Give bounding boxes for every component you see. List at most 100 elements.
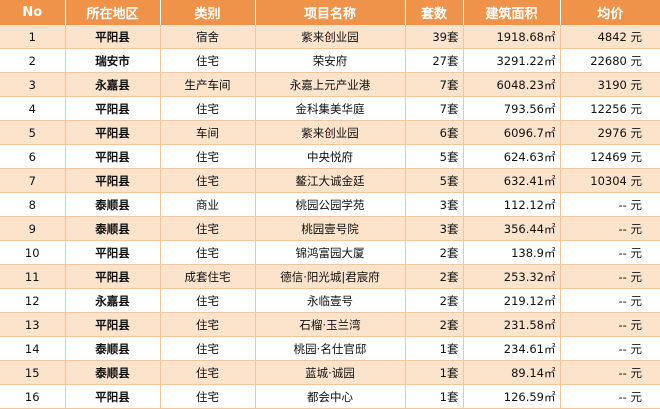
cell-area: 234.61㎡ bbox=[463, 336, 561, 362]
cell-price: -- 元 bbox=[560, 384, 660, 409]
cell-category: 住宅 bbox=[160, 168, 256, 194]
table-header: No 所在地区 类别 项目名称 套数 建筑面积 均价 bbox=[0, 0, 660, 25]
cell-price: -- 元 bbox=[560, 288, 660, 314]
cell-price: -- 元 bbox=[560, 216, 660, 242]
cell-area: 1918.68㎡ bbox=[463, 25, 561, 50]
table-body: 1 平阳县 宿舍 紫来创业园 39套 1918.68㎡ 4842 元 2 瑞安市 住宅 荣安府 27套… bbox=[0, 25, 660, 409]
cell-no: 9 bbox=[0, 216, 66, 242]
cell-project: 锦鸿富园大厦 bbox=[255, 240, 406, 266]
cell-project: 永临壹号 bbox=[255, 288, 406, 314]
cell-units: 1套 bbox=[405, 384, 464, 409]
cell-county: 平阳县 bbox=[65, 25, 161, 50]
table-row: 2 瑞安市 住宅 荣安府 27套 3291.22㎡ 22680 元 bbox=[0, 48, 660, 74]
cell-county: 平阳县 bbox=[65, 144, 161, 170]
cell-units: 5套 bbox=[405, 168, 464, 194]
cell-area: 219.12㎡ bbox=[463, 288, 561, 314]
cell-units: 27套 bbox=[405, 48, 464, 74]
cell-units: 2套 bbox=[405, 240, 464, 266]
cell-category: 住宅 bbox=[160, 96, 256, 122]
table-row: 11 平阳县 成套住宅 德信·阳光城|君宸府 2套 253.32㎡ -- 元 bbox=[0, 264, 660, 290]
cell-area: 793.56㎡ bbox=[463, 96, 561, 122]
cell-units: 2套 bbox=[405, 264, 464, 290]
cell-price: 12469 元 bbox=[560, 144, 660, 170]
table-row: 7 平阳县 住宅 鳌江大诚金廷 5套 632.41㎡ 10304 元 bbox=[0, 168, 660, 194]
cell-category: 车间 bbox=[160, 120, 256, 146]
table-row: 12 永嘉县 住宅 永临壹号 2套 219.12㎡ -- 元 bbox=[0, 288, 660, 314]
table-row: 3 永嘉县 生产车间 永嘉上元产业港 7套 6048.23㎡ 3190 元 bbox=[0, 72, 660, 98]
table-row: 10 平阳县 住宅 锦鸿富园大厦 2套 138.9㎡ -- 元 bbox=[0, 240, 660, 266]
cell-category: 住宅 bbox=[160, 48, 256, 74]
table-row: 4 平阳县 住宅 金科集美华庭 7套 793.56㎡ 12256 元 bbox=[0, 96, 660, 122]
cell-price: 10304 元 bbox=[560, 168, 660, 194]
cell-area: 3291.22㎡ bbox=[463, 48, 561, 74]
cell-units: 2套 bbox=[405, 288, 464, 314]
cell-no: 8 bbox=[0, 192, 66, 218]
cell-price: 12256 元 bbox=[560, 96, 660, 122]
cell-units: 7套 bbox=[405, 72, 464, 98]
cell-area: 6096.7㎡ bbox=[463, 120, 561, 146]
cell-no: 12 bbox=[0, 288, 66, 314]
table-row: 5 平阳县 车间 紫来创业园 6套 6096.7㎡ 2976 元 bbox=[0, 120, 660, 146]
cell-area: 126.59㎡ bbox=[463, 384, 561, 409]
cell-units: 2套 bbox=[405, 312, 464, 338]
table-row: 14 泰顺县 住宅 桃园·名仕官邸 1套 234.61㎡ -- 元 bbox=[0, 336, 660, 362]
cell-area: 112.12㎡ bbox=[463, 192, 561, 218]
header-category: 类别 bbox=[160, 0, 256, 25]
cell-price: -- 元 bbox=[560, 360, 660, 386]
cell-county: 平阳县 bbox=[65, 168, 161, 194]
table-row: 16 平阳县 住宅 都会中心 1套 126.59㎡ -- 元 bbox=[0, 384, 660, 409]
cell-units: 1套 bbox=[405, 336, 464, 362]
cell-price: -- 元 bbox=[560, 240, 660, 266]
cell-county: 平阳县 bbox=[65, 240, 161, 266]
cell-project: 荣安府 bbox=[255, 48, 406, 74]
cell-project: 永嘉上元产业港 bbox=[255, 72, 406, 98]
cell-county: 平阳县 bbox=[65, 96, 161, 122]
cell-price: -- 元 bbox=[560, 264, 660, 290]
cell-county: 泰顺县 bbox=[65, 336, 161, 362]
cell-project: 桃园壹号院 bbox=[255, 216, 406, 242]
cell-area: 231.58㎡ bbox=[463, 312, 561, 338]
cell-county: 永嘉县 bbox=[65, 72, 161, 98]
cell-project: 桃园·名仕官邸 bbox=[255, 336, 406, 362]
cell-area: 89.14㎡ bbox=[463, 360, 561, 386]
cell-county: 平阳县 bbox=[65, 384, 161, 409]
cell-category: 生产车间 bbox=[160, 72, 256, 98]
cell-no: 3 bbox=[0, 72, 66, 98]
cell-units: 6套 bbox=[405, 120, 464, 146]
cell-project: 德信·阳光城|君宸府 bbox=[255, 264, 406, 290]
table-row: 13 平阳县 住宅 石榴·玉兰湾 2套 231.58㎡ -- 元 bbox=[0, 312, 660, 338]
cell-project: 中央悦府 bbox=[255, 144, 406, 170]
cell-project: 鳌江大诚金廷 bbox=[255, 168, 406, 194]
cell-no: 11 bbox=[0, 264, 66, 290]
cell-units: 3套 bbox=[405, 216, 464, 242]
cell-no: 13 bbox=[0, 312, 66, 338]
cell-no: 15 bbox=[0, 360, 66, 386]
cell-project: 紫来创业园 bbox=[255, 120, 406, 146]
cell-units: 1套 bbox=[405, 360, 464, 386]
cell-area: 632.41㎡ bbox=[463, 168, 561, 194]
table-row: 6 平阳县 住宅 中央悦府 5套 624.63㎡ 12469 元 bbox=[0, 144, 660, 170]
cell-county: 瑞安市 bbox=[65, 48, 161, 74]
cell-project: 石榴·玉兰湾 bbox=[255, 312, 406, 338]
cell-no: 14 bbox=[0, 336, 66, 362]
cell-category: 住宅 bbox=[160, 216, 256, 242]
cell-category: 宿舍 bbox=[160, 25, 256, 50]
header-price: 均价 bbox=[560, 0, 660, 25]
cell-no: 7 bbox=[0, 168, 66, 194]
cell-units: 39套 bbox=[405, 25, 464, 50]
table-row: 1 平阳县 宿舍 紫来创业园 39套 1918.68㎡ 4842 元 bbox=[0, 25, 660, 50]
header-area: 建筑面积 bbox=[463, 0, 561, 25]
cell-area: 356.44㎡ bbox=[463, 216, 561, 242]
cell-county: 泰顺县 bbox=[65, 360, 161, 386]
cell-project: 蓝城·诚园 bbox=[255, 360, 406, 386]
cell-category: 住宅 bbox=[160, 360, 256, 386]
header-units: 套数 bbox=[405, 0, 464, 25]
cell-area: 253.32㎡ bbox=[463, 264, 561, 290]
cell-no: 16 bbox=[0, 384, 66, 409]
cell-category: 商业 bbox=[160, 192, 256, 218]
header-row: No 所在地区 类别 项目名称 套数 建筑面积 均价 bbox=[0, 0, 660, 25]
cell-no: 6 bbox=[0, 144, 66, 170]
cell-price: 2976 元 bbox=[560, 120, 660, 146]
